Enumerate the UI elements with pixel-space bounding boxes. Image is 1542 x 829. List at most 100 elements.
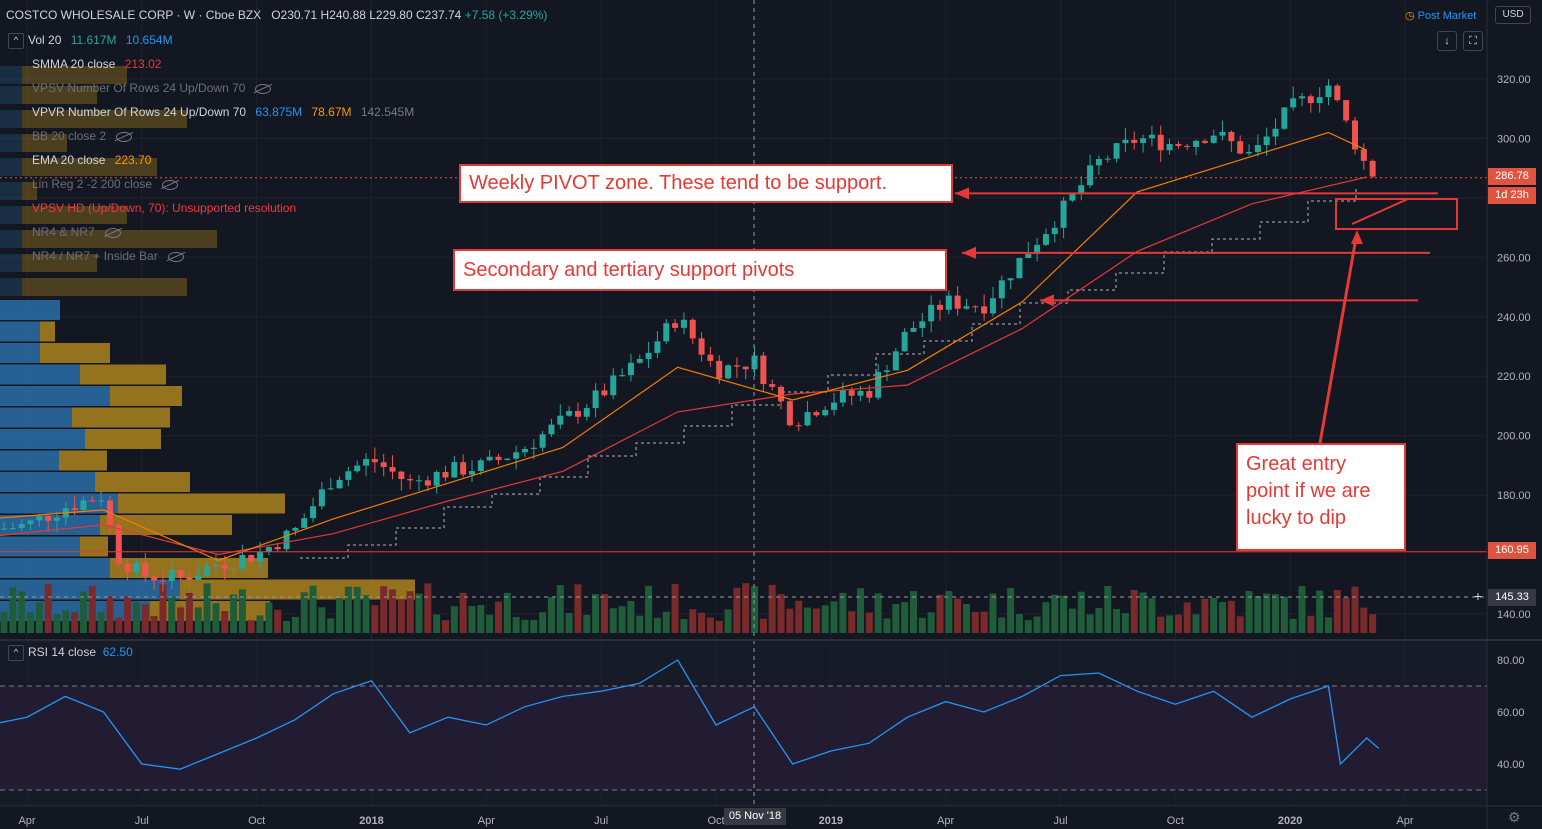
vpvr-top-row-down — [22, 206, 127, 224]
volume-bar — [1369, 614, 1377, 633]
candle-body — [1343, 100, 1350, 121]
candle-body — [884, 370, 890, 372]
volume-bar — [1236, 616, 1244, 633]
vpvr-top-row — [0, 158, 22, 176]
eye-off-icon[interactable] — [116, 131, 133, 142]
candle-body — [239, 554, 246, 569]
price-tick-label: 140.00 — [1497, 609, 1531, 621]
volume-bar — [1166, 615, 1174, 633]
indicator-row[interactable]: NR4 & NR7 — [32, 225, 121, 239]
candle-body — [504, 458, 511, 460]
volume-bar — [645, 585, 653, 633]
volume-bar — [1263, 593, 1271, 633]
volume-bar — [238, 589, 246, 633]
indicator-row[interactable]: ^ Vol 20 11.617M 10.654M — [8, 33, 173, 49]
candle-body — [1175, 144, 1182, 146]
volume-bar — [892, 603, 900, 633]
volume-bar — [79, 591, 87, 633]
candle-body — [442, 472, 449, 478]
symbol-title[interactable]: COSTCO WHOLESALE CORP · W · Cboe BZX — [6, 8, 262, 22]
candle-body — [822, 409, 829, 416]
indicator-row[interactable]: SMMA 20 close 213.02 — [32, 57, 161, 71]
indicator-row[interactable]: VPSV Number Of Rows 24 Up/Down 70 — [32, 81, 272, 95]
candle-body — [124, 563, 131, 573]
candle-body — [468, 471, 475, 475]
eye-off-icon[interactable] — [167, 251, 184, 262]
vpvr-up-row — [0, 558, 110, 578]
candle-body — [204, 566, 211, 576]
candle-body — [1272, 128, 1279, 137]
volume-bar — [115, 617, 123, 633]
indicator-row[interactable]: NR4 / NR7 + Inside Bar — [32, 249, 184, 263]
volume-bar — [883, 618, 891, 633]
volume-bar — [742, 583, 750, 633]
plus-icon[interactable]: + — [1473, 588, 1483, 604]
entry-line-3: lucky to dip — [1246, 507, 1347, 529]
volume-bar — [980, 611, 988, 633]
indicator-row[interactable]: VPVR Number Of Rows 24 Up/Down 70 63.875… — [32, 105, 414, 119]
candle-body — [115, 524, 122, 564]
time-tick-label: Apr — [478, 815, 495, 827]
eye-off-icon[interactable] — [255, 83, 272, 94]
candle-body — [1237, 141, 1244, 154]
indicator-name: Lin Reg 2 -2 200 close — [32, 177, 153, 191]
vpvr-top-row — [0, 206, 22, 224]
volume-bar — [918, 617, 926, 633]
arrow-down-icon[interactable]: ↓ — [1437, 31, 1457, 51]
indicator-name: Vol 20 — [28, 33, 62, 48]
volume-bar — [415, 593, 423, 633]
indicator-row[interactable]: Lin Reg 2 -2 200 close — [32, 177, 179, 191]
indicator-row[interactable]: BB 20 close 2 — [32, 129, 133, 143]
volume-bar — [998, 617, 1006, 633]
time-tick-label: Jul — [1053, 815, 1067, 827]
volume-bar — [309, 585, 317, 633]
maximize-icon[interactable]: ⛶ — [1463, 31, 1483, 51]
time-tick-label: 2018 — [359, 815, 383, 827]
currency-button[interactable]: USD — [1495, 6, 1531, 24]
candle-body — [1122, 139, 1129, 144]
volume-bar — [574, 584, 582, 633]
candle-body — [848, 390, 855, 396]
candle-body — [1078, 185, 1085, 194]
candle-body — [133, 562, 140, 573]
volume-bar — [1307, 615, 1315, 633]
volume-bar — [786, 608, 794, 633]
candle-body — [36, 515, 43, 521]
gear-icon[interactable]: ⚙ — [1508, 809, 1521, 825]
eye-off-icon[interactable] — [104, 227, 121, 238]
candle-body — [733, 365, 740, 367]
volume-bar — [600, 594, 608, 633]
volume-bar — [857, 588, 865, 633]
time-tick-label: Oct — [1167, 815, 1184, 827]
volume-bar — [1219, 601, 1227, 633]
secondary-pivots-text: Secondary and tertiary support pivots — [463, 259, 795, 281]
rsi-tick-label: 80.00 — [1497, 655, 1525, 667]
candle-body — [380, 462, 387, 468]
entry-arrow — [1318, 237, 1358, 444]
candle-body — [230, 568, 237, 570]
volume-bar — [830, 601, 838, 633]
candle-body — [1325, 85, 1332, 98]
chevron-up-icon[interactable]: ^ — [8, 33, 24, 49]
candle-body — [71, 508, 78, 510]
chevron-up-icon[interactable]: ^ — [8, 645, 24, 661]
volume-bar — [768, 584, 776, 633]
candle-body — [9, 528, 16, 530]
time-tick-label: Apr — [18, 815, 35, 827]
volume-bar — [1051, 594, 1059, 633]
volume-bar — [759, 618, 767, 633]
candle-body — [212, 565, 219, 567]
volume-bar — [477, 605, 485, 633]
eye-off-icon[interactable] — [162, 179, 179, 190]
volume-bar — [327, 618, 335, 633]
price-tick-label: 260.00 — [1497, 252, 1531, 264]
indicator-name: VPVR Number Of Rows 24 Up/Down 70 — [32, 105, 247, 119]
indicator-row[interactable]: EMA 20 close 223.70 — [32, 153, 151, 167]
volume-bar — [291, 616, 299, 633]
volume-bar — [1007, 587, 1015, 633]
indicator-row[interactable]: VPSV HD (Up/Down, 70): Unsupported resol… — [32, 201, 296, 215]
arrow-head — [1040, 294, 1054, 307]
volume-bar — [1360, 607, 1368, 633]
volume-bar — [494, 601, 502, 633]
